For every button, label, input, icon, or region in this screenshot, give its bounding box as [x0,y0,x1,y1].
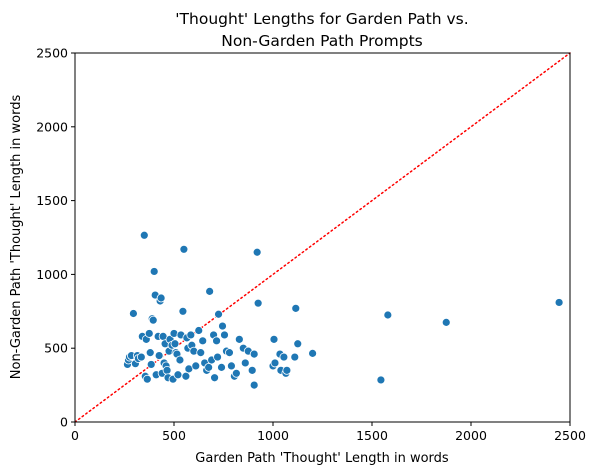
y-tick-label: 0 [60,415,68,430]
x-axis-ticks: 0 500 1000 1500 2000 2500 [71,422,586,443]
data-point [129,309,138,318]
y-tick-label: 2000 [36,119,68,134]
data-point [249,349,259,359]
data-point [279,352,289,362]
data-point [170,339,180,349]
x-tick-label: 1000 [257,428,289,443]
y-tick-label: 2500 [36,46,68,61]
data-point [554,298,564,307]
data-point [291,303,301,313]
data-point [148,315,158,325]
data-point [191,361,201,371]
data-point [247,365,257,375]
reference-diagonal-line [74,52,571,423]
data-point [173,370,183,380]
data-point [154,351,164,360]
chart-title-line-1: 'Thought' Lengths for Garden Path vs. [175,10,468,28]
data-point [205,286,215,296]
y-tick-label: 500 [44,341,68,356]
data-point [214,309,223,319]
data-point [142,374,152,384]
data-point [249,380,259,390]
data-point [156,293,166,303]
data-point [204,362,214,372]
data-point [225,348,234,358]
data-point [149,267,159,276]
data-point [252,247,262,257]
data-point [212,336,221,346]
data-point [146,360,156,369]
data-point [139,230,149,240]
x-tick-label: 0 [71,428,79,443]
data-point [441,317,451,327]
data-point [218,321,227,331]
data-point [194,326,204,335]
data-point [144,329,154,338]
data-point [181,371,191,381]
data-point [220,330,229,340]
plot-area-frame [74,52,571,423]
y-tick-label: 1500 [36,193,68,208]
reference-line-layer [74,52,571,423]
x-tick-label: 2000 [455,428,487,443]
data-point [145,348,155,358]
data-point [253,298,263,308]
x-axis-label: Garden Path 'Thought' Length in words [195,451,449,466]
y-axis-ticks: 0 500 1000 1500 2000 2500 [36,46,75,430]
data-point [376,375,386,385]
data-point [136,352,146,362]
y-tick-label: 1000 [36,267,68,282]
data-point [269,334,279,344]
chart-title: 'Thought' Lengths for Garden Path vs. No… [175,10,468,50]
data-point [234,334,244,344]
data-point [175,355,185,365]
data-point [198,336,208,346]
y-axis-label: Non-Garden Path 'Thought' Length in word… [9,95,24,380]
data-point [270,358,280,368]
data-point [290,352,300,362]
x-tick-label: 1500 [356,428,388,443]
data-point [308,348,318,358]
data-point [217,362,226,372]
data-point [178,306,188,316]
data-point [282,365,292,375]
data-point [240,358,250,368]
data-point [293,339,303,349]
data-point [231,368,241,378]
data-point [210,373,219,383]
data-point [383,310,393,320]
chart-title-line-2: Non-Garden Path Prompts [221,32,422,50]
data-point [227,361,236,371]
data-point [186,330,196,340]
data-points-layer [123,230,564,390]
data-point [179,244,189,254]
x-tick-label: 500 [162,428,186,443]
x-tick-label: 2500 [554,428,586,443]
data-point [196,348,206,358]
data-point [162,365,172,375]
data-point [213,352,222,362]
